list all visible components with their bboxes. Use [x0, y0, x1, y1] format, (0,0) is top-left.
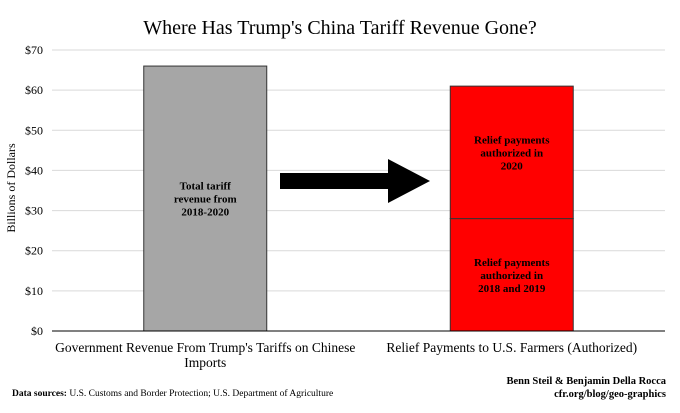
- data-sources-label: Data sources:: [12, 389, 67, 399]
- bar-segment-label: 2020: [501, 160, 524, 172]
- credit-url: cfr.org/blog/geo-graphics: [554, 389, 666, 400]
- bar-segment-label: authorized in: [480, 147, 543, 159]
- y-tick-label: $70: [25, 43, 43, 57]
- arrow-right-icon: [280, 159, 430, 203]
- y-tick-label: $20: [25, 244, 43, 258]
- chart-title: Where Has Trump's China Tariff Revenue G…: [143, 17, 537, 39]
- bar-segment-label: 2018 and 2019: [478, 283, 546, 295]
- bar-segment-label: revenue from: [174, 194, 237, 206]
- x-category-label: Imports: [184, 355, 226, 370]
- arrow-shape: [280, 159, 430, 203]
- y-tick-label: $30: [25, 204, 43, 218]
- x-axis-categories: Government Revenue From Trump's Tariffs …: [55, 340, 637, 370]
- bar-segment: [449, 218, 574, 332]
- x-category-label: Relief Payments to U.S. Farmers (Authori…: [386, 340, 637, 355]
- bar-segment-label: authorized in: [480, 270, 543, 282]
- credit-authors: Benn Steil & Benjamin Della Rocca: [506, 376, 666, 387]
- y-axis-label: Billions of Dollars: [4, 143, 18, 233]
- y-tick-label: $60: [25, 83, 43, 97]
- y-tick-label: $40: [25, 163, 43, 177]
- data-sources: Data sources: U.S. Customs and Border Pr…: [12, 388, 333, 399]
- bar-segment: [449, 85, 574, 220]
- y-tick-label: $10: [25, 284, 43, 298]
- y-tick-label: $50: [25, 123, 43, 137]
- y-tick-label: $0: [31, 324, 43, 338]
- x-category-label: Government Revenue From Trump's Tariffs …: [55, 340, 355, 355]
- bar-segment-label: Total tariff: [180, 181, 232, 193]
- bar-segment-label: Relief payments: [474, 257, 550, 269]
- data-sources-text: U.S. Customs and Border Protection; U.S.…: [67, 388, 333, 399]
- bar-segment-label: 2018-2020: [181, 207, 229, 219]
- y-axis-ticks: $0 $10 $20 $30 $40 $50 $60 $70: [25, 43, 43, 338]
- bar-segment-label: Relief payments: [474, 134, 550, 146]
